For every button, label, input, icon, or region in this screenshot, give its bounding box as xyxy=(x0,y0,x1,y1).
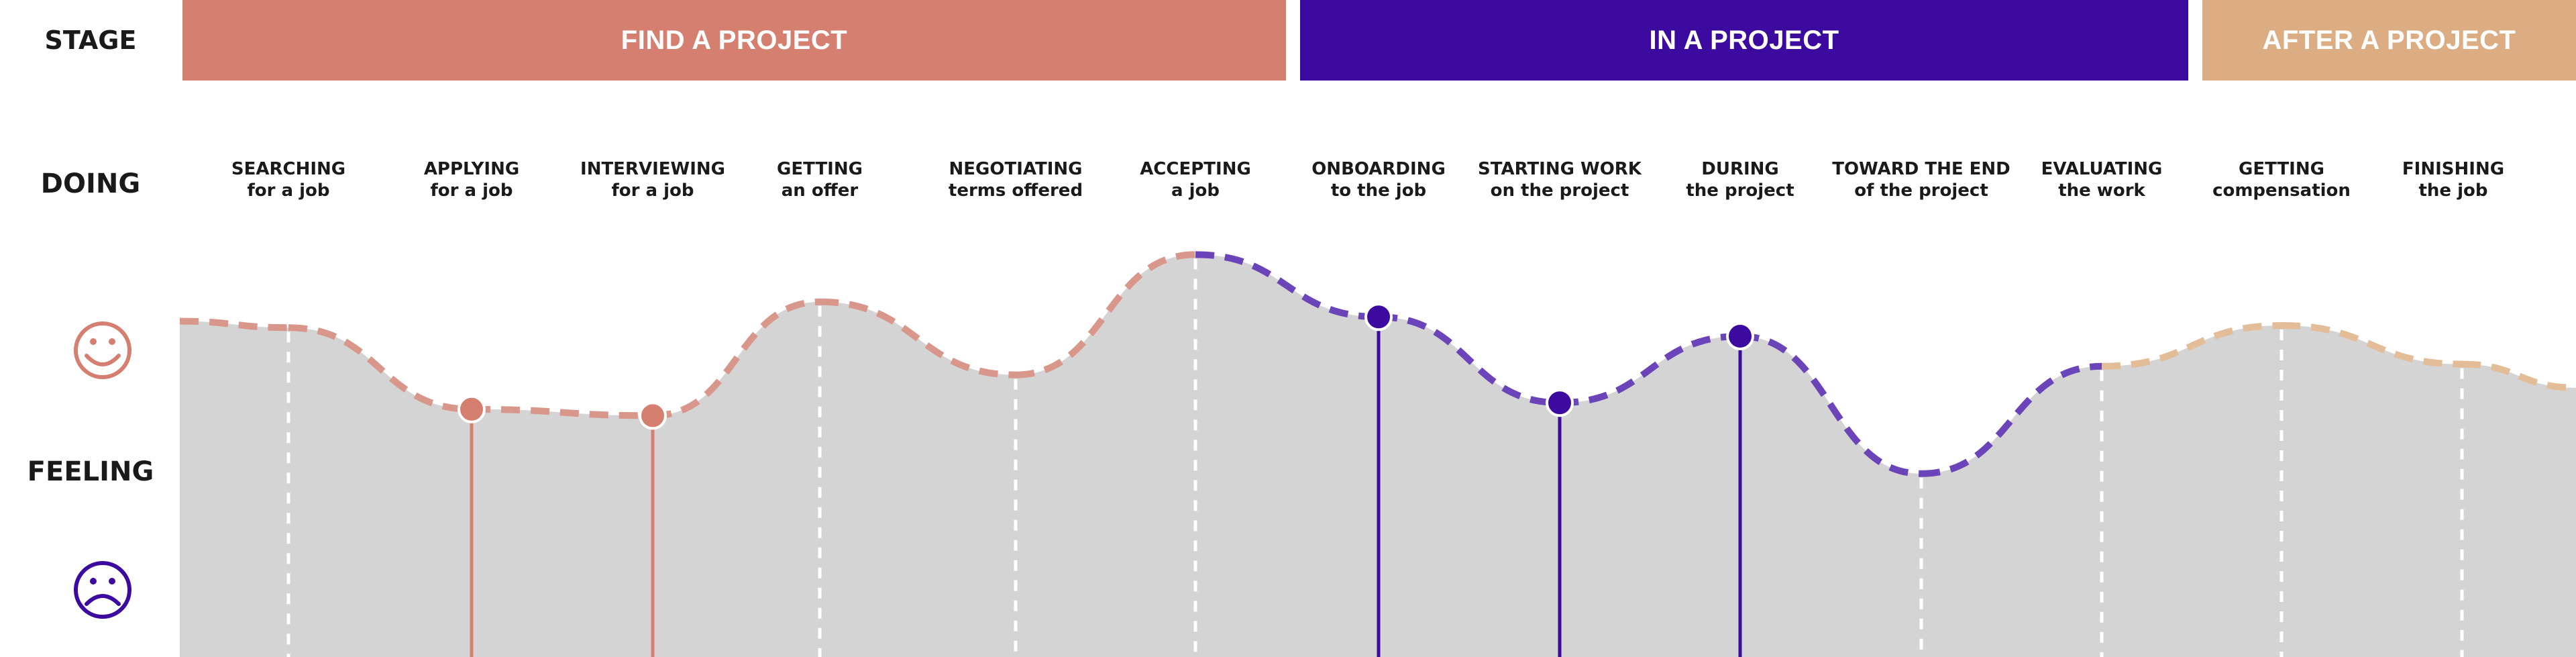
step-getting-compensation: GETTING compensation xyxy=(2191,158,2372,201)
stage-banner-after-a-project: AFTER A PROJECT xyxy=(2202,0,2576,81)
step-searching: SEARCHING for a job xyxy=(198,158,379,201)
step-subtitle: the work xyxy=(2058,181,2145,201)
feeling-marker-dot xyxy=(1546,389,1574,417)
step-toward-the-end: TOWARD THE END of the project xyxy=(1831,158,2012,201)
step-subtitle: an offer xyxy=(781,181,859,201)
feeling-marker-dot xyxy=(1364,303,1393,332)
sad-face-icon xyxy=(74,561,131,619)
marker-stems xyxy=(470,317,1742,657)
feeling-marker-dot xyxy=(458,395,486,423)
stage-banner-find-a-project: FIND A PROJECT xyxy=(182,0,1286,81)
step-subtitle: for a job xyxy=(430,181,513,201)
step-starting-work: STARTING WORK on the project xyxy=(1469,158,1650,201)
feeling-path-segment xyxy=(2461,360,2576,391)
step-title: STARTING WORK xyxy=(1478,159,1642,179)
step-subtitle: compensation xyxy=(2212,181,2351,201)
step-applying: APPLYING for a job xyxy=(381,158,562,201)
feeling-path-segment xyxy=(652,298,820,419)
step-subtitle: on the project xyxy=(1490,181,1629,201)
step-evaluating: EVALUATING the work xyxy=(2011,158,2192,201)
feeling-path-segment xyxy=(1739,333,1922,477)
feeling-path-segment xyxy=(1559,333,1741,407)
doing-row-label: DOING xyxy=(40,168,141,199)
step-accepting: ACCEPTING a job xyxy=(1105,158,1286,201)
feeling-path-segment xyxy=(1015,251,1196,378)
step-title: ONBOARDING xyxy=(1311,159,1446,179)
step-title: GETTING xyxy=(777,159,863,179)
step-title: DURING xyxy=(1701,159,1779,179)
feeling-path-segment xyxy=(2281,322,2463,368)
feeling-path-segment xyxy=(1921,362,2102,477)
step-subtitle: for a job xyxy=(247,181,330,201)
step-getting-offer: GETTING an offer xyxy=(729,158,910,201)
step-during: DURING the project xyxy=(1650,158,1831,201)
step-subtitle: for a job xyxy=(611,181,694,201)
feeling-path-segment xyxy=(819,298,1016,378)
feeling-path-segment xyxy=(471,405,653,419)
feeling-marker-dot xyxy=(639,401,667,430)
stage-row-label: STAGE xyxy=(44,26,137,55)
step-subtitle: of the project xyxy=(1854,181,1988,201)
step-title: APPLYING xyxy=(423,159,520,179)
step-title: TOWARD THE END xyxy=(1832,159,2010,179)
step-subtitle: terms offered xyxy=(948,181,1083,201)
smiley-face-icon xyxy=(74,321,131,379)
feeling-path-segment xyxy=(179,317,289,332)
feeling-row-label: FEELING xyxy=(27,456,154,487)
step-title: GETTING xyxy=(2239,159,2324,179)
feeling-path-segment xyxy=(1378,313,1560,407)
feeling-path-segment xyxy=(2101,322,2282,370)
step-guide-lines xyxy=(286,258,2464,657)
feeling-path xyxy=(179,251,2576,477)
step-finishing: FINISHING the job xyxy=(2363,158,2544,201)
step-subtitle: the job xyxy=(2418,181,2488,201)
step-subtitle: the project xyxy=(1686,181,1794,201)
step-negotiating: NEGOTIATING terms offered xyxy=(925,158,1106,201)
stage-banner-in-a-project: IN A PROJECT xyxy=(1300,0,2188,81)
feeling-path-segment xyxy=(288,324,472,413)
feeling-path-segment xyxy=(1195,251,1379,321)
step-title: SEARCHING xyxy=(231,159,346,179)
step-title: FINISHING xyxy=(2402,159,2505,179)
step-subtitle: a job xyxy=(1171,181,1220,201)
step-subtitle: to the job xyxy=(1330,181,1427,201)
step-title: INTERVIEWING xyxy=(580,159,725,179)
feeling-marker-dot xyxy=(1726,322,1754,350)
step-title: ACCEPTING xyxy=(1140,159,1251,179)
step-interviewing: INTERVIEWING for a job xyxy=(562,158,743,201)
step-title: EVALUATING xyxy=(2041,159,2163,179)
step-title: NEGOTIATING xyxy=(949,159,1083,179)
step-onboarding: ONBOARDING to the job xyxy=(1288,158,1469,201)
marker-dots xyxy=(458,303,1754,430)
